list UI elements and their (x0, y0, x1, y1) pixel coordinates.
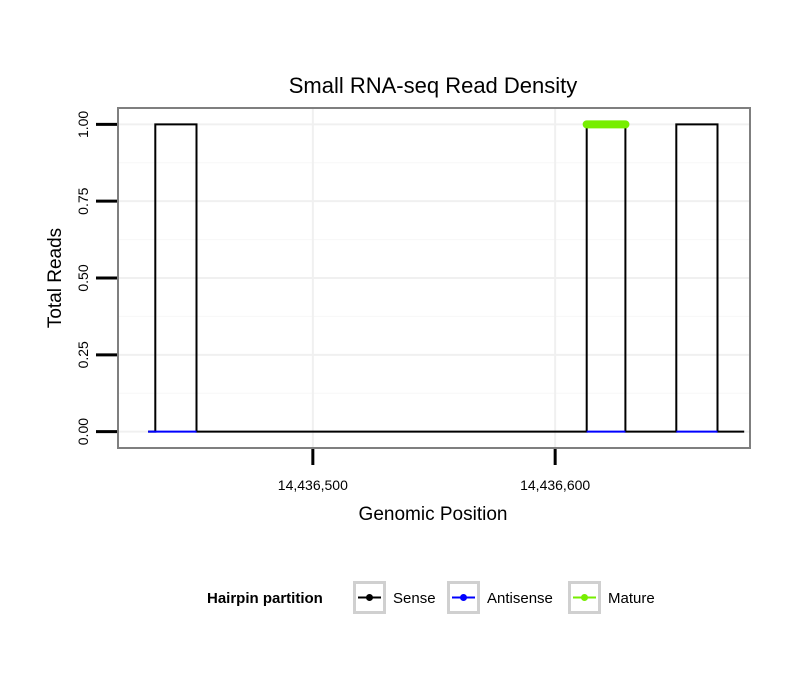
legend-label-mature: Mature (608, 590, 655, 607)
legend-marker-sense (366, 594, 373, 601)
x-tick-label-0: 14,436,500 (278, 477, 348, 493)
y-tick-label-1: 0.25 (75, 341, 91, 368)
series-layer (148, 120, 745, 433)
x-axis-label: Genomic Position (359, 504, 508, 525)
x-axis: 14,436,500 14,436,600 (278, 449, 590, 493)
legend-label-antisense: Antisense (487, 590, 553, 607)
chart-title: Small RNA-seq Read Density (289, 73, 578, 98)
legend-marker-antisense (460, 594, 467, 601)
y-tick-label-3: 0.75 (75, 187, 91, 214)
y-axis: 0.00 0.25 0.50 0.75 1.00 (75, 111, 117, 445)
legend-marker-mature (581, 594, 588, 601)
legend-title: Hairpin partition (207, 590, 323, 607)
y-axis-label: Total Reads (45, 228, 66, 328)
legend: Hairpin partition Sense Antisense Mature (207, 581, 655, 614)
x-tick-label-1: 14,436,600 (520, 477, 590, 493)
legend-label-sense: Sense (393, 590, 436, 607)
y-tick-label-0: 0.00 (75, 418, 91, 445)
y-tick-label-2: 0.50 (75, 264, 91, 291)
y-tick-label-4: 1.00 (75, 111, 91, 138)
